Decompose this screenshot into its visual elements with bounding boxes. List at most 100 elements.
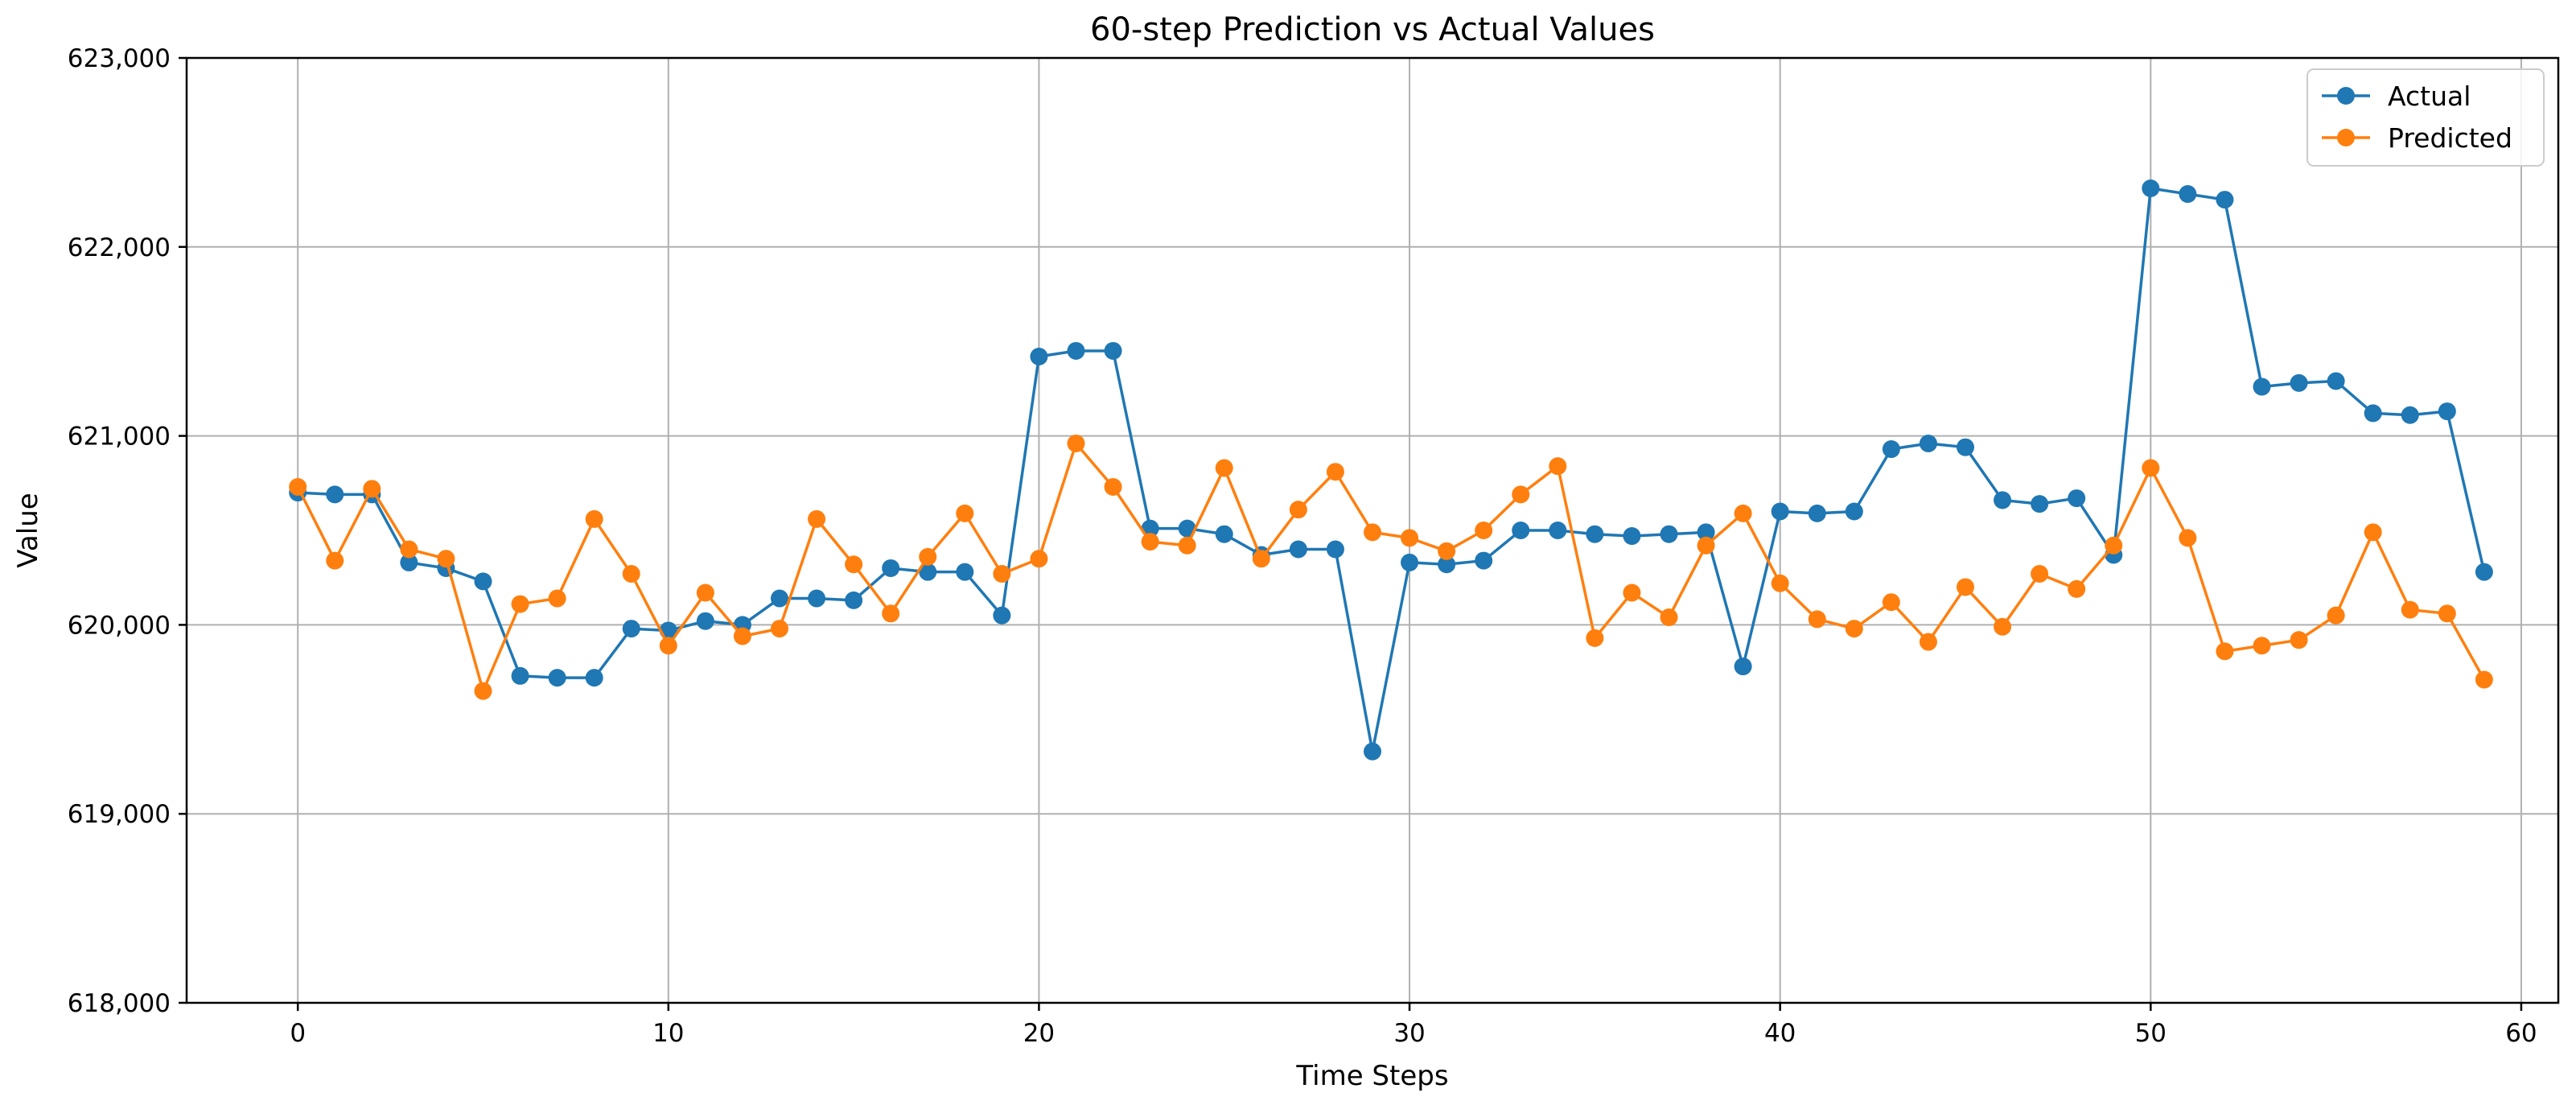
data-point-predicted <box>622 565 640 583</box>
data-point-predicted <box>1326 463 1344 481</box>
data-point-actual <box>2364 404 2382 423</box>
data-point-predicted <box>1178 536 1196 555</box>
data-point-actual <box>771 589 788 608</box>
data-point-actual <box>1957 438 1974 456</box>
series-actual <box>289 179 2493 761</box>
series-layer <box>289 179 2493 761</box>
data-point-predicted <box>2364 523 2382 542</box>
data-point-actual <box>1586 525 1604 543</box>
y-tick-label: 622,000 <box>68 233 171 262</box>
data-point-actual <box>1771 502 1789 521</box>
y-tick-label: 618,000 <box>68 989 171 1018</box>
data-point-actual <box>1660 525 1678 543</box>
data-point-predicted <box>1623 583 1641 602</box>
data-point-predicted <box>474 682 492 700</box>
axis-ticks: 0 10 20 30 40 50 60 618,000 619,000 620,000 621,00… <box>68 44 2537 1048</box>
data-point-actual <box>1475 551 1493 570</box>
data-point-predicted <box>1994 617 2012 636</box>
data-point-predicted <box>585 509 603 528</box>
data-point-predicted <box>1364 523 1381 542</box>
data-point-actual <box>511 666 529 685</box>
data-point-predicted <box>1252 550 1270 568</box>
data-point-actual <box>2216 191 2234 209</box>
legend-item-actual: Actual <box>2322 80 2471 112</box>
legend: Actual Predicted <box>2306 68 2545 167</box>
y-tick-label: 620,000 <box>68 611 171 640</box>
data-point-predicted <box>289 477 307 496</box>
data-point-predicted <box>993 565 1011 583</box>
data-point-predicted <box>1549 457 1567 476</box>
data-point-predicted <box>1067 434 1085 452</box>
legend-marker <box>2337 87 2355 105</box>
y-tick-label: 621,000 <box>68 423 171 452</box>
data-point-predicted <box>2438 604 2456 623</box>
data-point-predicted <box>363 480 381 498</box>
data-point-predicted <box>1289 501 1307 519</box>
data-point-actual <box>2401 406 2419 424</box>
data-point-actual <box>1549 522 1567 539</box>
data-point-actual <box>1623 527 1641 546</box>
data-point-predicted <box>1438 542 1456 560</box>
data-point-predicted <box>1957 578 1974 596</box>
y-tick-label: 623,000 <box>68 44 171 73</box>
data-point-predicted <box>2401 600 2419 619</box>
data-point-predicted <box>1845 620 1863 638</box>
data-point-predicted <box>771 620 788 638</box>
data-point-actual <box>1734 658 1752 676</box>
data-point-predicted <box>919 547 937 566</box>
plot-frame <box>185 56 2560 1004</box>
data-point-actual <box>1178 519 1196 538</box>
data-point-actual <box>1808 504 1826 522</box>
data-point-actual <box>2327 372 2345 390</box>
y-axis-label: Value <box>12 493 44 567</box>
data-point-actual <box>1845 502 1863 521</box>
data-point-predicted <box>956 504 974 522</box>
x-tick-label: 60 <box>2505 1019 2537 1048</box>
x-axis-label: Time Steps <box>1295 1060 1448 1092</box>
data-point-predicted <box>1734 504 1752 522</box>
data-point-predicted <box>733 627 751 645</box>
data-point-predicted <box>1808 610 1826 629</box>
data-point-predicted <box>1215 459 1233 477</box>
data-point-predicted <box>2253 637 2271 655</box>
data-point-predicted <box>400 540 418 559</box>
data-point-actual <box>1364 742 1381 761</box>
data-point-actual <box>919 563 937 581</box>
legend-box <box>2306 68 2545 167</box>
data-point-predicted <box>1141 533 1159 551</box>
data-point-actual <box>1401 553 1419 571</box>
data-point-predicted <box>1512 485 1530 504</box>
data-point-actual <box>1215 525 1233 543</box>
data-point-actual <box>845 591 863 609</box>
data-point-actual <box>1994 491 2012 509</box>
data-point-predicted <box>2105 536 2123 555</box>
data-point-predicted <box>1401 529 1419 547</box>
data-point-actual <box>1697 523 1715 542</box>
data-point-predicted <box>437 550 455 568</box>
data-point-predicted <box>2475 670 2493 689</box>
data-point-actual <box>956 563 974 581</box>
data-point-actual <box>2068 489 2086 508</box>
chart-title: 60-step Prediction vs Actual Values <box>1090 11 1655 48</box>
data-point-predicted <box>659 637 677 655</box>
data-point-predicted <box>1586 629 1604 647</box>
data-point-actual <box>1438 555 1456 574</box>
data-point-actual <box>2179 185 2197 204</box>
data-point-predicted <box>1475 522 1493 539</box>
data-point-actual <box>326 485 344 504</box>
data-point-predicted <box>1104 477 1122 496</box>
data-point-actual <box>993 606 1011 625</box>
data-point-predicted <box>2068 579 2086 598</box>
data-point-actual <box>2290 373 2308 392</box>
data-point-actual <box>2253 377 2271 396</box>
data-point-actual <box>1289 540 1307 559</box>
x-tick-label: 30 <box>1393 1019 1425 1048</box>
data-point-actual <box>2475 563 2493 581</box>
data-point-predicted <box>548 589 566 608</box>
data-point-actual <box>474 572 492 591</box>
data-point-actual <box>1919 434 1937 452</box>
data-point-actual <box>2438 402 2456 421</box>
series-line-predicted <box>296 442 2486 693</box>
data-point-predicted <box>882 604 900 623</box>
